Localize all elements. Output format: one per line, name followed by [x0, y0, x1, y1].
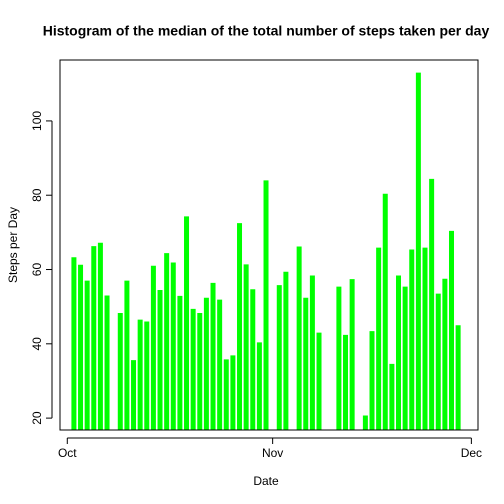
y-tick-label: 20	[30, 411, 44, 425]
plot-frame	[59, 59, 479, 431]
x-tick-label: Oct	[58, 446, 77, 460]
y-tick-label: 80	[30, 188, 44, 202]
chart-title: Histogram of the median of the total num…	[43, 23, 490, 39]
y-axis-label: Steps per Day	[6, 207, 20, 283]
y-tick-label: 60	[30, 263, 44, 277]
x-tick-label: Dec	[461, 446, 482, 460]
y-tick-label: 100	[30, 111, 44, 131]
x-axis-label: Date	[253, 474, 279, 488]
x-tick-label: Nov	[262, 446, 283, 460]
y-tick-label: 40	[30, 337, 44, 351]
